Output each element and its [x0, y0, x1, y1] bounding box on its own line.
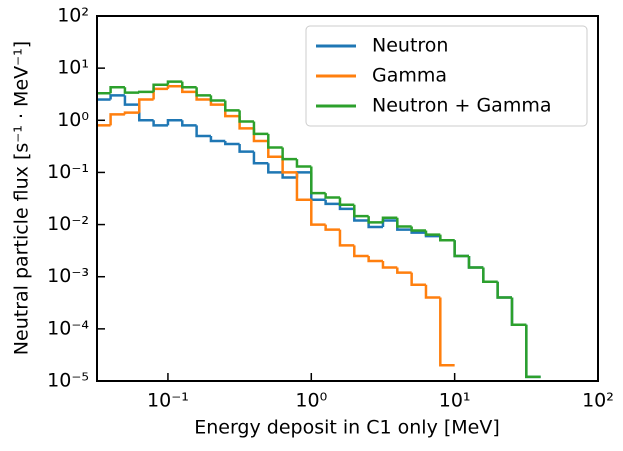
step-bin	[396, 217, 412, 228]
step-bin	[496, 281, 512, 299]
step-bin	[209, 135, 226, 143]
step-bin	[181, 120, 197, 127]
step-bin	[152, 83, 168, 92]
step-bin	[138, 90, 154, 94]
step-bin	[238, 144, 254, 153]
y-tick-label: 10⁻²	[47, 213, 89, 235]
step-bin	[295, 159, 312, 168]
legend-label: Neutron	[372, 35, 448, 57]
step-bin	[410, 272, 426, 287]
legend-box	[305, 25, 588, 127]
step-bin	[496, 281, 512, 299]
step-bin	[396, 220, 412, 231]
step-bin	[467, 255, 484, 269]
step-bin	[281, 172, 297, 179]
step-bin	[123, 87, 140, 94]
step-bin	[510, 297, 527, 326]
step-bin	[109, 113, 125, 126]
step-bin	[525, 324, 541, 379]
step-bin	[166, 119, 183, 126]
x-tick-label: 10¹	[439, 390, 471, 412]
y-tick-label: 10⁻¹	[47, 161, 89, 183]
step-bin	[138, 98, 154, 113]
step-bin	[295, 171, 312, 178]
x-tick-label: 10⁻¹	[147, 390, 189, 412]
step-bin	[338, 197, 355, 206]
step-bin	[209, 95, 226, 102]
step-bin	[152, 120, 168, 127]
step-bin	[367, 255, 383, 263]
step-bin	[525, 324, 541, 379]
step-bin	[439, 297, 455, 367]
step-bin	[324, 199, 340, 206]
step-bin	[353, 245, 369, 258]
x-tick-label: 10²	[582, 390, 614, 412]
step-bin	[252, 121, 269, 136]
step-bin	[267, 133, 283, 149]
step-bin	[381, 261, 398, 269]
step-bin	[252, 151, 269, 165]
step-bin	[152, 87, 168, 100]
step-bin	[166, 80, 183, 85]
step-bin	[166, 84, 183, 89]
legend-label: Neutron + Gamma	[372, 95, 551, 117]
step-bin	[439, 234, 455, 242]
step-bin	[295, 172, 312, 201]
step-bin	[324, 193, 340, 199]
step-bin	[267, 163, 283, 174]
step-bin	[396, 267, 412, 274]
step-bin	[310, 166, 326, 195]
y-axis-label: Neutral particle flux [s⁻¹ · MeV⁻¹]	[11, 41, 33, 355]
step-bin	[109, 86, 125, 94]
legend-label: Gamma	[372, 65, 447, 87]
step-bin	[338, 229, 355, 247]
step-bin	[238, 110, 254, 123]
y-tick-label: 10⁻⁵	[47, 370, 89, 392]
step-bin	[367, 216, 383, 224]
step-bin	[181, 81, 197, 89]
step-bin	[310, 172, 326, 201]
step-bin	[324, 224, 340, 231]
step-bin	[281, 156, 297, 174]
step-bin	[123, 111, 140, 115]
step-bin	[224, 100, 240, 112]
y-tick-label: 10⁻³	[47, 265, 89, 287]
step-bin	[453, 240, 469, 258]
y-tick-label: 10¹	[57, 57, 89, 79]
step-bin	[109, 94, 125, 100]
step-bin	[381, 216, 398, 223]
step-bin	[381, 219, 398, 227]
step-bin	[424, 284, 441, 299]
step-bin	[224, 141, 240, 146]
y-tick-label: 10⁰	[57, 109, 89, 131]
y-tick-label: 10²	[57, 5, 89, 27]
y-tick-label: 10⁻⁴	[47, 317, 89, 339]
step-bin	[482, 267, 498, 284]
x-tick-label: 10⁰	[295, 390, 327, 412]
step-bin	[510, 297, 527, 326]
axes-frame	[96, 15, 599, 382]
step-bin	[195, 125, 211, 138]
step-bin	[410, 226, 426, 232]
x-axis-label: Energy deposit in C1 only [MeV]	[194, 417, 500, 439]
step-bin	[310, 199, 326, 226]
step-bin	[453, 240, 469, 258]
step-bin	[281, 147, 297, 161]
step-bin	[353, 208, 369, 222]
step-bin	[123, 95, 140, 106]
step-bin	[353, 204, 369, 218]
step-bin	[467, 255, 484, 269]
step-bin	[482, 267, 498, 284]
step-bin	[195, 87, 211, 97]
step-bin	[138, 104, 154, 122]
step-bin	[267, 141, 283, 158]
step-bin	[424, 230, 441, 236]
plot-area	[97, 80, 541, 379]
